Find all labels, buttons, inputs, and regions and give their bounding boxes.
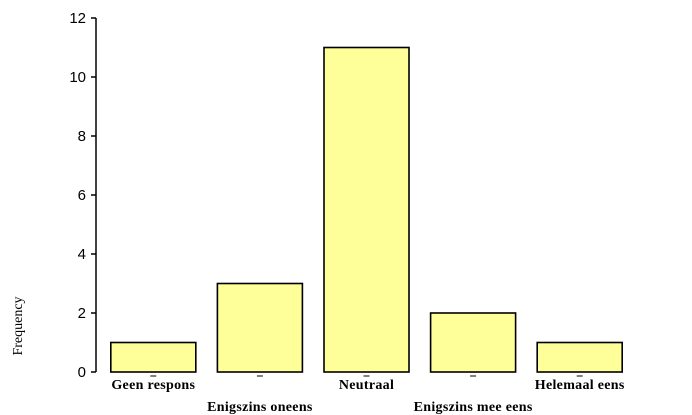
y-tick-label: 6 <box>78 187 86 204</box>
y-tick-label: 0 <box>78 364 86 381</box>
x-tick-labels: Geen respons Enigszins oneens Neutraal Enig… <box>111 378 624 415</box>
y-tick-label: 10 <box>69 69 86 86</box>
x-tick-label-helemaal-eens: Helemaal eens <box>535 378 625 393</box>
x-tick-label-enigszins-mee-eens: Enigszins mee eens <box>414 400 533 415</box>
bars-layer <box>110 46 624 377</box>
x-tick-label-neutraal: Neutraal <box>339 378 394 393</box>
x-tick-label-enigszins-oneens: Enigszins oneens <box>207 400 313 415</box>
bar-geen-respons <box>110 341 197 373</box>
x-tick-label-geen-respons: Geen respons <box>111 378 195 393</box>
bar-enigszins-mee-eens <box>429 312 517 373</box>
bar-enigszins-oneens <box>216 282 304 373</box>
y-tick-label: 8 <box>78 128 86 145</box>
bar-helemaal-eens <box>536 341 624 373</box>
y-axis-title: Frequency <box>11 296 26 355</box>
y-ticks: 0 2 4 6 8 10 12 <box>69 10 96 381</box>
y-tick-label: 12 <box>69 10 86 27</box>
y-tick-label: 2 <box>78 305 86 322</box>
bar-neutraal <box>323 46 410 373</box>
y-tick-label: 4 <box>78 246 86 263</box>
